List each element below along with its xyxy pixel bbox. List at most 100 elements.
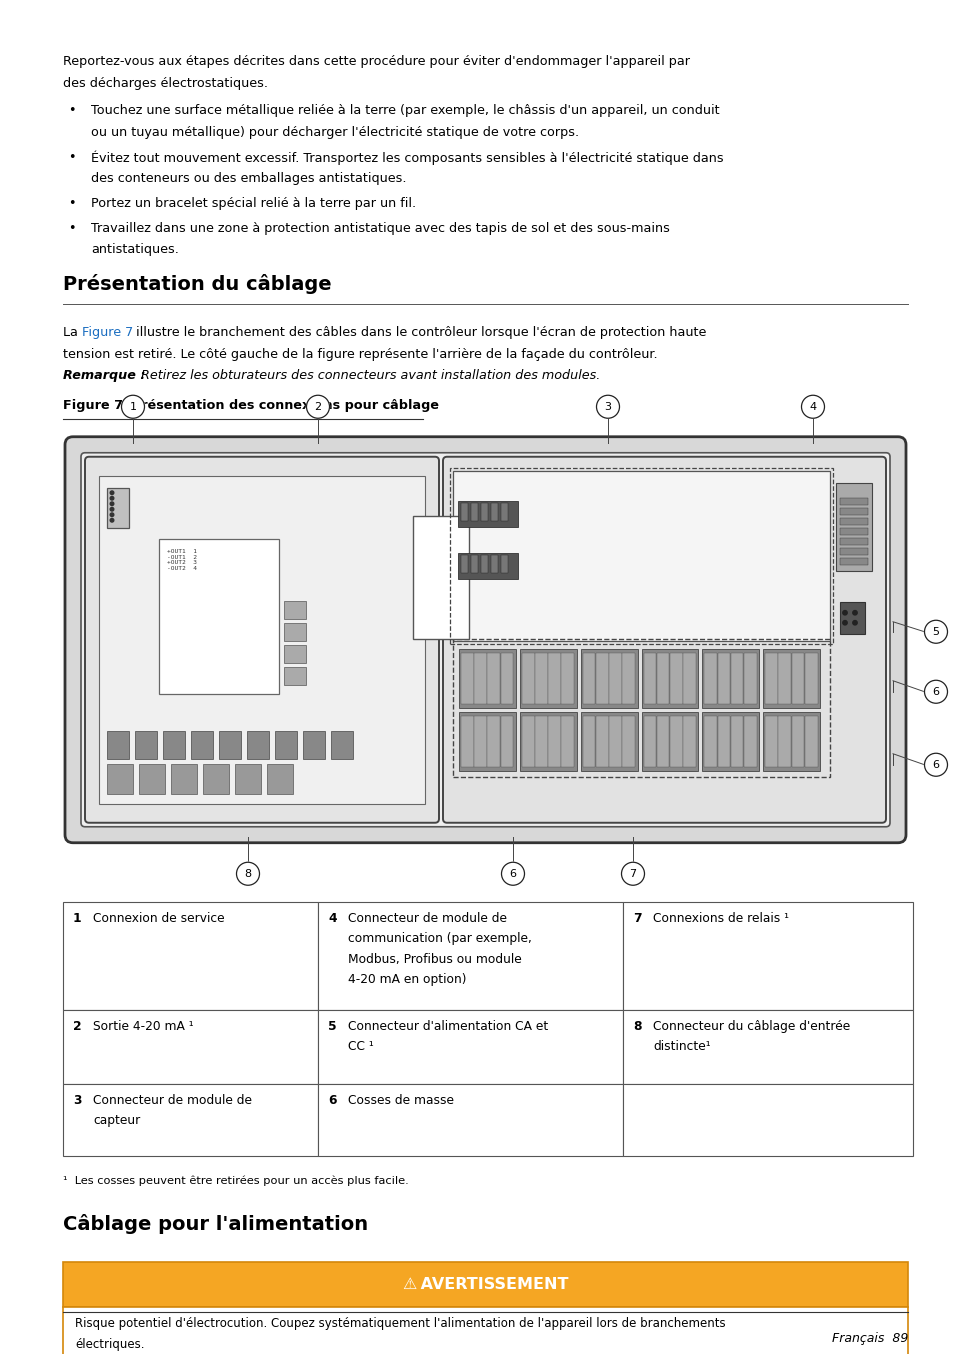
FancyBboxPatch shape [65, 437, 905, 842]
Bar [548, 716, 560, 766]
Bar [63, 1083, 317, 1156]
Bar [835, 483, 871, 571]
Text: communication (par exemple,: communication (par exemple, [348, 933, 532, 945]
Bar [458, 712, 516, 770]
Bar [762, 649, 820, 708]
Text: 8: 8 [244, 869, 252, 879]
Text: 4: 4 [808, 402, 816, 412]
Text: 6: 6 [328, 1094, 336, 1106]
Bar [764, 653, 777, 704]
Bar [460, 502, 468, 521]
Text: 8: 8 [633, 1020, 640, 1033]
Bar [284, 623, 306, 640]
Bar [487, 653, 499, 704]
Bar [171, 764, 196, 793]
Text: Connecteur d'alimentation CA et: Connecteur d'alimentation CA et [348, 1020, 548, 1033]
Bar [519, 649, 576, 708]
Text: •: • [68, 150, 75, 164]
Bar [413, 516, 469, 639]
Bar [621, 716, 635, 766]
Bar [669, 653, 682, 704]
Bar [203, 764, 229, 793]
Circle shape [841, 620, 846, 626]
Bar [622, 1010, 912, 1083]
Bar [460, 555, 468, 573]
Text: 7: 7 [629, 869, 636, 879]
Circle shape [620, 862, 644, 886]
Text: ⚠ AVERTISSEMENT: ⚠ AVERTISSEMENT [402, 1277, 568, 1292]
Bar [135, 731, 157, 758]
Circle shape [111, 502, 113, 505]
Text: •: • [68, 104, 75, 118]
Bar [778, 716, 790, 766]
Bar [107, 487, 129, 528]
Bar [107, 764, 132, 793]
Bar [730, 716, 742, 766]
Circle shape [841, 611, 846, 615]
Bar [457, 552, 517, 578]
FancyBboxPatch shape [442, 456, 885, 823]
Bar [778, 653, 790, 704]
Bar [804, 716, 817, 766]
Text: +OUT1  1
-OUT1  2
+OUT2  3
-OUT2  4: +OUT1 1 -OUT1 2 +OUT2 3 -OUT2 4 [167, 548, 196, 571]
Bar [622, 902, 912, 1010]
FancyBboxPatch shape [81, 452, 889, 827]
Circle shape [236, 862, 259, 886]
Text: Retirez les obturateurs des connecteurs avant installation des modules.: Retirez les obturateurs des connecteurs … [141, 370, 599, 382]
Bar [331, 731, 353, 758]
Bar [608, 716, 621, 766]
Bar [643, 716, 656, 766]
Circle shape [121, 395, 144, 418]
Text: 6: 6 [509, 869, 516, 879]
Bar [460, 653, 474, 704]
Bar [791, 716, 803, 766]
Bar [500, 502, 507, 521]
Bar [460, 716, 474, 766]
Text: ou un tuyau métallique) pour décharger l'électricité statique de votre corps.: ou un tuyau métallique) pour décharger l… [91, 126, 578, 139]
Text: 6: 6 [931, 760, 939, 770]
Bar [640, 712, 698, 770]
Bar [480, 502, 488, 521]
Text: ¹  Les cosses peuvent être retirées pour un accès plus facile.: ¹ Les cosses peuvent être retirées pour … [63, 1175, 408, 1186]
Bar [521, 653, 534, 704]
Text: Travaillez dans une zone à protection antistatique avec des tapis de sol et des : Travaillez dans une zone à protection an… [91, 222, 669, 234]
Circle shape [923, 680, 946, 703]
Bar [284, 666, 306, 685]
Bar [548, 653, 560, 704]
Circle shape [306, 395, 329, 418]
Bar [791, 653, 803, 704]
Bar [317, 902, 622, 1010]
Text: 1: 1 [130, 402, 136, 412]
Bar [480, 555, 488, 573]
Bar [284, 601, 306, 619]
Text: Français  89: Français 89 [831, 1332, 907, 1345]
Bar [561, 716, 574, 766]
Bar [487, 716, 499, 766]
Text: 5: 5 [931, 627, 939, 636]
Bar [717, 653, 729, 704]
Bar [491, 555, 497, 573]
Bar [474, 716, 486, 766]
Bar [582, 716, 595, 766]
Bar [669, 716, 682, 766]
Text: Cosses de masse: Cosses de masse [348, 1094, 454, 1106]
Text: 4: 4 [328, 911, 336, 925]
Bar [99, 475, 424, 804]
Bar [219, 731, 241, 758]
Bar [284, 645, 306, 662]
Bar [500, 716, 513, 766]
Bar [701, 649, 759, 708]
Bar [621, 653, 635, 704]
Bar [743, 653, 756, 704]
Text: Connecteur de module de: Connecteur de module de [348, 911, 506, 925]
Text: Remarque :: Remarque : [63, 370, 150, 382]
Bar [450, 467, 832, 643]
Circle shape [852, 620, 857, 626]
Bar [762, 712, 820, 770]
Bar [247, 731, 269, 758]
Bar [453, 471, 829, 640]
Text: Figure 7  Présentation des connexions pour câblage: Figure 7 Présentation des connexions pou… [63, 399, 438, 413]
Bar [63, 1262, 907, 1307]
Circle shape [801, 395, 823, 418]
Circle shape [923, 620, 946, 643]
